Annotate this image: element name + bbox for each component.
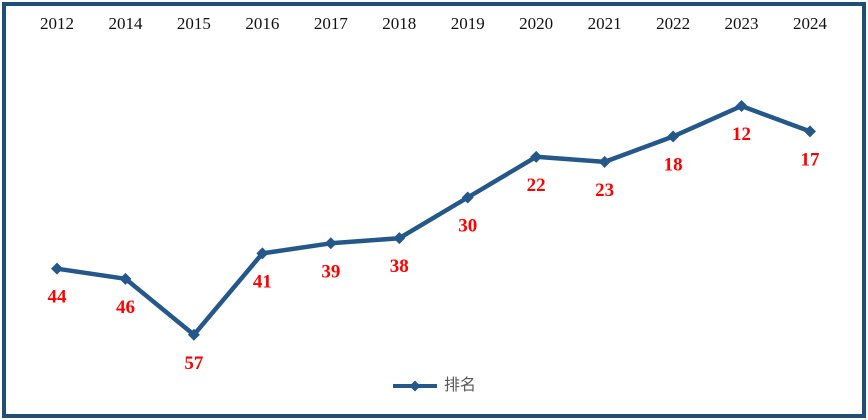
data-label: 46 (116, 297, 135, 318)
data-point-marker (393, 232, 406, 245)
category-label-2020: 2020 (519, 14, 553, 33)
category-label-2021: 2021 (588, 14, 622, 33)
data-label: 44 (48, 287, 68, 308)
category-label-2024: 2024 (793, 14, 828, 33)
data-point-marker (187, 328, 200, 341)
data-label: 17 (801, 149, 821, 170)
data-label: 41 (253, 271, 272, 292)
data-label: 23 (595, 180, 614, 201)
category-label-2015: 2015 (177, 14, 211, 33)
category-label-2019: 2019 (451, 14, 485, 33)
data-point-marker (119, 272, 132, 285)
data-label: 57 (184, 353, 204, 374)
data-point-marker (804, 125, 816, 138)
data-label: 12 (732, 124, 751, 145)
data-point-marker (256, 247, 269, 260)
legend-series-label: 排名 (443, 377, 477, 394)
category-label-2014: 2014 (108, 14, 143, 33)
data-label: 30 (458, 216, 477, 237)
data-label: 39 (321, 261, 340, 282)
data-point-marker (530, 150, 543, 163)
category-label-2022: 2022 (656, 14, 690, 33)
data-label: 18 (664, 155, 683, 176)
category-label-2017: 2017 (314, 14, 349, 33)
data-point-marker (667, 130, 680, 143)
category-label-2018: 2018 (382, 14, 416, 33)
data-point-marker (598, 155, 611, 168)
data-point-marker (51, 262, 63, 275)
series-line (54, 103, 813, 338)
data-point-marker (324, 237, 337, 250)
category-label-2016: 2016 (245, 14, 279, 33)
data-label: 22 (527, 175, 546, 196)
chart-legend: 排名 (392, 376, 476, 396)
data-point-marker (735, 100, 748, 112)
category-label-2023: 2023 (725, 14, 759, 33)
category-label-2012: 2012 (40, 14, 74, 33)
data-point-marker (461, 191, 474, 204)
legend-line-marker-icon (392, 380, 437, 392)
data-label: 38 (390, 256, 409, 277)
